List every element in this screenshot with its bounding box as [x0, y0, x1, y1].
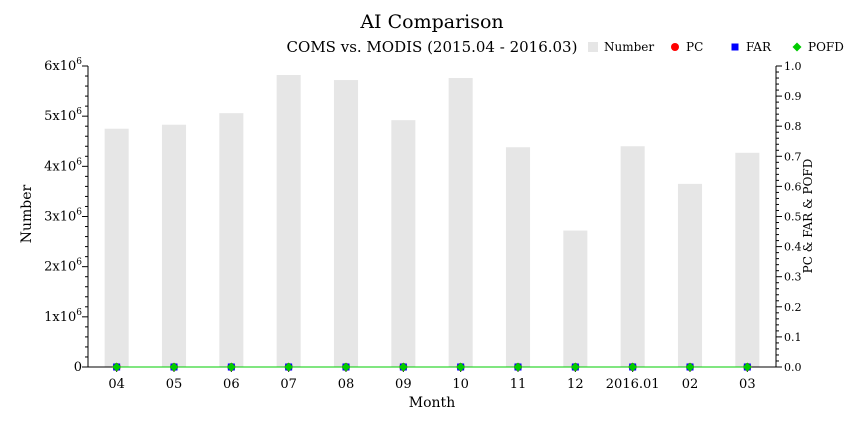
y-tick-label: 0 [74, 360, 82, 375]
legend-label-number: Number [604, 40, 654, 54]
legend-swatch-number [588, 42, 598, 52]
y2-tick-label: 0.6 [784, 180, 802, 193]
y-tick-base: 0 [74, 360, 82, 375]
y-tick-base: 5x10 [44, 109, 76, 124]
point-pofd-05 [169, 362, 179, 372]
y-tick-exponent: 6 [76, 157, 82, 167]
chart-title: AI Comparison [359, 11, 503, 33]
y-tick-base: 4x10 [44, 159, 76, 174]
y-tick-label: 6x106 [44, 57, 82, 74]
y-tick-label: 4x106 [44, 157, 82, 174]
y-tick-base: 2x10 [44, 260, 76, 275]
legend-swatch-pc [671, 43, 679, 51]
point-pofd-04 [112, 362, 122, 372]
bar-04 [104, 128, 129, 367]
y-tick-label: 1x106 [44, 308, 82, 325]
bar-02 [677, 183, 703, 367]
x-tick-label: 08 [338, 377, 355, 392]
x-tick-label: 07 [280, 377, 297, 392]
bar-08 [333, 80, 359, 368]
bars-layer [104, 75, 760, 368]
x-tick-label: 06 [223, 377, 240, 392]
point-pofd-06 [226, 362, 236, 372]
point-pofd-03 [742, 362, 752, 372]
bar-2016.01 [620, 146, 645, 367]
bar-12 [563, 230, 588, 367]
x-tick-label: 02 [682, 377, 699, 392]
y2-tick-label: 0.3 [784, 271, 802, 284]
y-tick-exponent: 6 [76, 258, 82, 268]
point-pofd-12 [570, 362, 580, 372]
y2-tick-label: 0.7 [784, 150, 802, 163]
y-tick-label: 2x106 [44, 258, 82, 275]
legend: Number PC FAR POFD [588, 40, 844, 54]
x-tick-label: 2016.01 [606, 377, 660, 392]
x-tick-label: 12 [567, 377, 584, 392]
legend-swatch-far [731, 43, 739, 51]
y-axis-title: Number [19, 184, 35, 243]
bar-05 [161, 124, 187, 367]
y-tick-exponent: 6 [76, 208, 82, 218]
y2-tick-label: 0.2 [784, 301, 802, 314]
bar-07 [276, 75, 301, 367]
y2-tick-label: 0.0 [784, 361, 802, 374]
x-tick-label: 05 [166, 377, 183, 392]
point-pofd-10 [456, 362, 466, 372]
y2-tick-label: 1.0 [784, 60, 802, 73]
y2-tick-label: 0.8 [784, 120, 802, 133]
y2-tick-label: 0.4 [784, 241, 802, 254]
point-pofd-2016.01 [628, 362, 638, 372]
y2-tick-label: 0.1 [784, 331, 802, 344]
points-layer [112, 362, 752, 372]
y-tick-exponent: 6 [76, 57, 82, 67]
x-tick-label: 09 [395, 377, 412, 392]
y2-axis-title: PC & FAR & POFD [801, 159, 815, 274]
bar-10 [448, 78, 473, 367]
y-tick-label: 3x106 [44, 208, 82, 225]
point-pofd-07 [284, 362, 294, 372]
point-pofd-09 [398, 362, 408, 372]
point-pofd-11 [513, 362, 523, 372]
y-tick-exponent: 6 [76, 308, 82, 318]
chart-subtitle: COMS vs. MODIS (2015.04 - 2016.03) [287, 38, 578, 56]
y2-tick-label: 0.9 [784, 90, 802, 103]
legend-swatch-pofd [792, 42, 802, 52]
y2-tick-label: 0.5 [784, 211, 802, 224]
y-tick-base: 3x10 [44, 210, 76, 225]
legend-label-pofd: POFD [808, 40, 844, 54]
legend-label-far: FAR [746, 40, 772, 54]
y-tick-label: 5x106 [44, 107, 82, 124]
bar-03 [735, 152, 760, 367]
x-tick-label: 11 [510, 377, 527, 392]
y-tick-exponent: 6 [76, 107, 82, 117]
x-tick-label: 04 [108, 377, 125, 392]
x-axis-title: Month [409, 395, 455, 411]
bar-11 [505, 147, 531, 367]
legend-label-pc: PC [686, 40, 703, 54]
x-tick-label: 03 [739, 377, 756, 392]
y-tick-base: 1x10 [44, 310, 76, 325]
x-tick-label: 10 [452, 377, 469, 392]
bar-06 [219, 113, 244, 367]
point-pofd-08 [341, 362, 351, 372]
point-pofd-02 [685, 362, 695, 372]
bar-09 [391, 120, 416, 368]
y-tick-base: 6x10 [44, 59, 76, 74]
